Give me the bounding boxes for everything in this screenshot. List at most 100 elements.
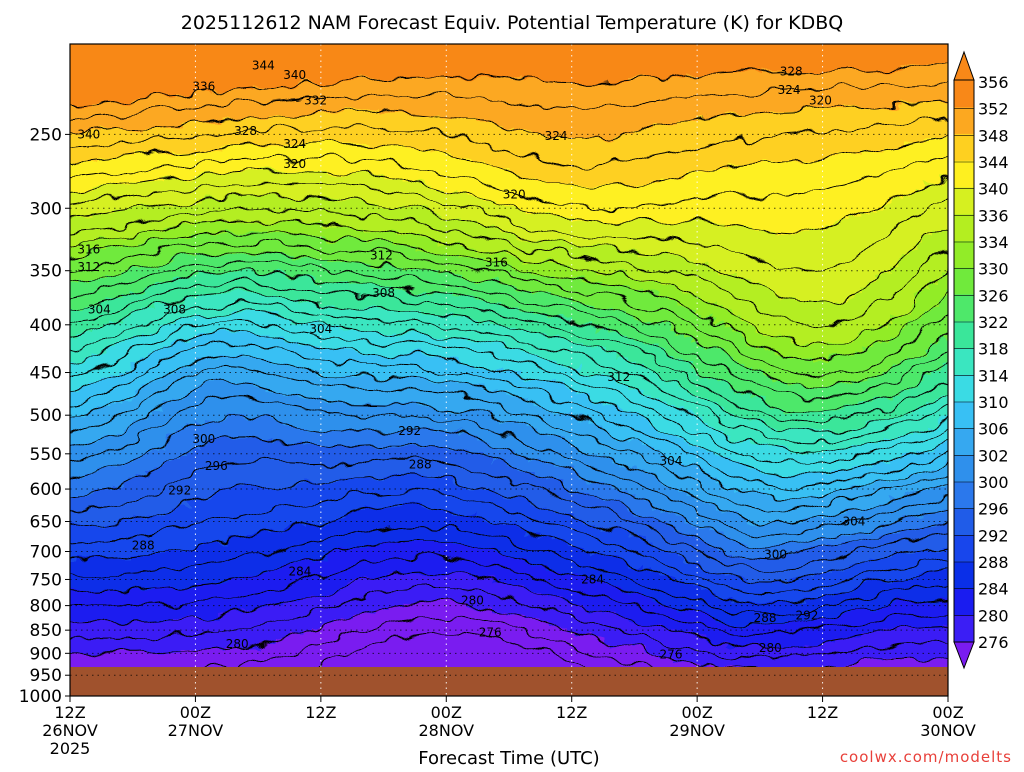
field-cell [908,386,948,391]
field-cell [852,466,933,471]
field-cell [836,638,948,643]
field-cell [196,222,325,227]
field-cell [852,446,933,451]
field-cell [748,466,853,471]
field-cell [300,342,493,347]
field-cell [532,178,661,183]
field-cell [70,194,469,199]
field-cell [70,262,157,267]
field-cell [924,290,948,295]
field-cell [620,502,653,507]
field-cell [70,118,221,123]
field-cell [172,506,405,511]
field-cell [188,426,309,431]
field-cell [532,130,637,135]
field-cell [70,306,85,311]
field-cell [124,482,301,487]
field-cell [316,626,565,631]
field-cell [908,326,948,331]
field-cell [460,190,909,195]
field-cell [70,238,101,243]
field-cell [196,274,285,279]
field-cell [156,586,341,591]
contour-line [70,311,948,454]
field-cell [70,134,549,139]
y-tick-label: 800 [30,597,62,617]
field-cell [132,478,341,483]
field-cell [340,618,541,623]
field-cell [388,286,517,291]
field-cell [692,338,749,343]
field-cell [740,462,877,467]
field-cell [92,278,173,283]
field-cell [284,566,549,571]
field-cell [70,310,141,315]
field-cell [940,510,948,515]
y-tick-label: 350 [30,262,62,282]
field-cell [644,498,701,503]
field-cell [100,470,149,475]
field-cell [676,302,717,307]
field-cell [100,238,165,243]
field-cell [532,470,573,475]
field-cell [164,374,349,379]
field-cell [748,490,837,495]
field-cell [396,242,461,247]
field-cell [908,474,948,479]
field-cell [70,270,125,275]
field-cell [204,418,269,423]
field-cell [196,498,525,503]
field-cell [70,646,229,651]
field-cell [70,562,301,567]
field-cell [300,82,948,87]
field-cell [796,554,893,559]
field-cell [660,398,709,403]
contour-line [70,435,948,560]
field-cell [228,230,269,235]
field-cell [244,354,421,359]
contour-label: 324 [545,129,568,143]
field-cell [548,182,637,187]
field-cell [124,270,437,275]
field-cell [468,194,901,199]
contour-line [70,252,948,388]
field-cell [788,382,853,387]
field-cell [684,334,741,339]
field-cell [692,522,885,527]
colorbar-swatch [954,187,974,215]
field-cell [940,442,948,447]
field-cell [860,350,925,355]
colorbar-frame [953,79,975,643]
field-cell [116,466,157,471]
contour-line [70,397,948,536]
field-cell [148,450,189,455]
field-cell [604,610,693,615]
field-cell [772,290,861,295]
field-cell [588,490,629,495]
field-cell [70,50,948,55]
field-cell [756,370,885,375]
field-cell [892,314,925,319]
field-cell [764,286,861,291]
x-tick-date: 30NOV [920,721,976,740]
y-tick-label: 700 [30,543,62,563]
field-cell [540,238,925,243]
field-cell [716,302,909,307]
field-cell [908,250,948,255]
y-tick-label: 950 [30,666,62,686]
field-cell [908,322,948,327]
colorbar-min-arrow [953,641,975,670]
field-cell [84,358,141,363]
colorbar-label: 300 [978,473,1009,492]
field-cell [70,114,269,119]
field-cell [460,358,557,363]
field-cell [70,590,325,595]
field-cell [860,290,925,295]
field-cell [404,602,469,607]
field-cell [108,486,245,491]
field-cell [196,582,349,587]
field-cell [868,558,948,563]
field-cell [836,154,948,159]
field-cell [908,410,948,415]
field-cell [468,450,517,455]
